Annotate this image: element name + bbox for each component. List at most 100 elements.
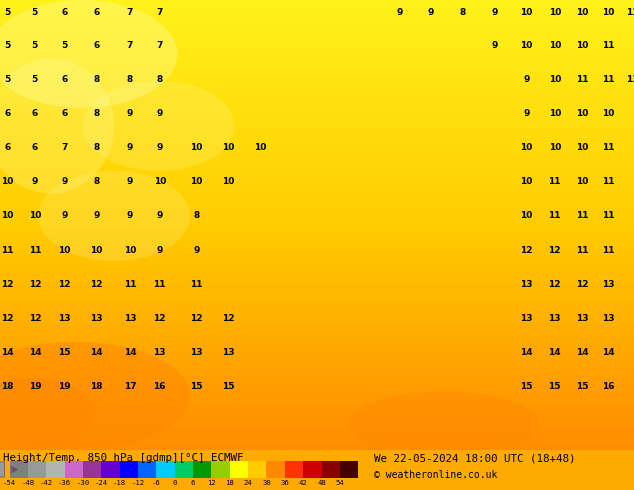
- Text: 10: 10: [222, 143, 235, 152]
- Text: 5: 5: [32, 41, 38, 50]
- Text: 11: 11: [602, 74, 615, 84]
- Text: 10: 10: [548, 8, 561, 17]
- Text: 8: 8: [93, 74, 100, 84]
- Text: 12: 12: [548, 245, 561, 255]
- Text: 9: 9: [157, 211, 163, 220]
- Text: 24: 24: [243, 480, 252, 487]
- Text: 12: 12: [1, 280, 14, 289]
- Text: 14: 14: [90, 348, 103, 357]
- Bar: [175, 461, 193, 478]
- Text: 9: 9: [127, 211, 133, 220]
- Text: 11: 11: [576, 211, 588, 220]
- Text: 6: 6: [61, 74, 68, 84]
- Text: 7: 7: [61, 143, 68, 152]
- Text: 19: 19: [29, 382, 41, 392]
- Text: 15: 15: [548, 382, 561, 392]
- Ellipse shape: [82, 81, 235, 171]
- Text: 9: 9: [157, 143, 163, 152]
- Text: 14: 14: [520, 348, 533, 357]
- Bar: [83, 461, 101, 478]
- Text: 48: 48: [317, 480, 326, 487]
- Text: 8: 8: [127, 74, 133, 84]
- Text: 13: 13: [124, 314, 136, 323]
- Bar: [266, 461, 285, 478]
- Text: 10: 10: [1, 211, 14, 220]
- Text: 36: 36: [280, 480, 289, 487]
- Text: 9: 9: [523, 109, 529, 118]
- Text: 9: 9: [93, 211, 100, 220]
- Text: 9: 9: [491, 41, 498, 50]
- Text: 9: 9: [61, 211, 68, 220]
- Text: 10: 10: [548, 74, 561, 84]
- Text: 9: 9: [396, 8, 403, 17]
- Text: 15: 15: [520, 382, 533, 392]
- Text: 10: 10: [520, 177, 533, 186]
- Text: 12: 12: [1, 314, 14, 323]
- Bar: [10, 461, 28, 478]
- Text: 13: 13: [58, 314, 71, 323]
- Bar: [120, 461, 138, 478]
- Text: 10: 10: [222, 177, 235, 186]
- Text: 9: 9: [61, 177, 68, 186]
- Text: 12: 12: [576, 280, 588, 289]
- Text: 13: 13: [548, 314, 561, 323]
- Text: 12: 12: [90, 280, 103, 289]
- Text: 12: 12: [222, 314, 235, 323]
- Bar: [211, 461, 230, 478]
- Text: 14: 14: [1, 348, 14, 357]
- Text: 11: 11: [576, 245, 588, 255]
- Text: 9: 9: [491, 8, 498, 17]
- Text: 10: 10: [548, 41, 561, 50]
- Text: 30: 30: [262, 480, 271, 487]
- Bar: [193, 461, 211, 478]
- Text: 7: 7: [157, 41, 163, 50]
- Text: 17: 17: [124, 382, 136, 392]
- Text: 9: 9: [157, 245, 163, 255]
- Text: 16: 16: [602, 382, 615, 392]
- Text: 13: 13: [602, 314, 615, 323]
- Text: 11: 11: [602, 245, 615, 255]
- Text: -12: -12: [131, 480, 145, 487]
- Ellipse shape: [349, 392, 539, 454]
- Text: 11: 11: [190, 280, 203, 289]
- Text: 10: 10: [153, 177, 166, 186]
- Text: -30: -30: [76, 480, 89, 487]
- Text: 7: 7: [157, 8, 163, 17]
- Text: 9: 9: [127, 109, 133, 118]
- Text: 10: 10: [576, 143, 588, 152]
- Text: 8: 8: [93, 143, 100, 152]
- Text: 15: 15: [222, 382, 235, 392]
- Text: 0: 0: [172, 480, 177, 487]
- Text: 13: 13: [602, 280, 615, 289]
- Text: 10: 10: [1, 177, 14, 186]
- Bar: [157, 461, 175, 478]
- Text: 5: 5: [4, 41, 11, 50]
- Text: 6: 6: [61, 109, 68, 118]
- Text: 6: 6: [93, 8, 100, 17]
- Bar: [303, 461, 321, 478]
- Text: 10: 10: [190, 177, 203, 186]
- Text: 12: 12: [29, 314, 41, 323]
- Text: 11: 11: [124, 280, 136, 289]
- Text: 12: 12: [207, 480, 216, 487]
- Text: 9: 9: [32, 177, 38, 186]
- Text: 10: 10: [58, 245, 71, 255]
- Text: 14: 14: [576, 348, 588, 357]
- Text: 11: 11: [602, 177, 615, 186]
- Text: 6: 6: [93, 41, 100, 50]
- Text: © weatheronline.co.uk: © weatheronline.co.uk: [374, 470, 498, 480]
- Text: 9: 9: [127, 177, 133, 186]
- Text: 8: 8: [460, 8, 466, 17]
- Bar: [285, 461, 303, 478]
- Text: 9: 9: [523, 74, 529, 84]
- Text: 10: 10: [520, 211, 533, 220]
- Text: 13: 13: [520, 280, 533, 289]
- Ellipse shape: [0, 378, 95, 450]
- Text: 10: 10: [29, 211, 41, 220]
- Text: 54: 54: [335, 480, 344, 487]
- Text: 13: 13: [222, 348, 235, 357]
- Bar: [230, 461, 248, 478]
- Text: 13: 13: [576, 314, 588, 323]
- Text: 11: 11: [602, 41, 615, 50]
- Text: 16: 16: [153, 382, 166, 392]
